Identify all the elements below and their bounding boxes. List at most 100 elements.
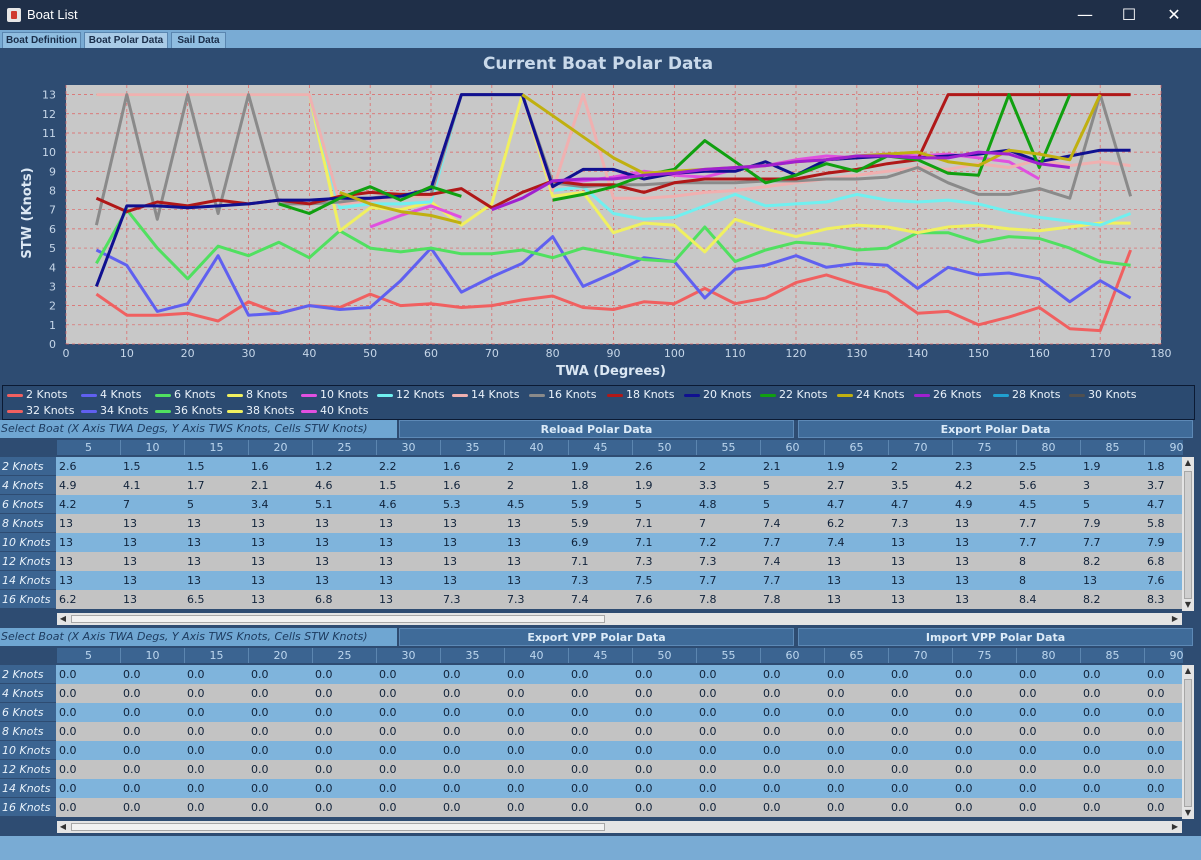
table-cell[interactable]: 0.0 <box>1083 782 1101 795</box>
table-cell[interactable]: 7.3 <box>635 555 653 568</box>
table-cell[interactable]: 0.0 <box>1083 763 1101 776</box>
table-cell[interactable]: 13 <box>187 555 201 568</box>
column-header[interactable]: 55 <box>697 648 761 663</box>
column-header[interactable]: 15 <box>185 440 249 455</box>
table-cell[interactable]: 0.0 <box>571 668 589 681</box>
table-cell[interactable]: 0.0 <box>891 725 909 738</box>
table-cell[interactable]: 0.0 <box>827 725 845 738</box>
table-cell[interactable]: 0.0 <box>507 725 525 738</box>
table-cell[interactable]: 0.0 <box>827 801 845 814</box>
table-cell[interactable]: 0.0 <box>59 668 77 681</box>
table-cell[interactable]: 0.0 <box>187 668 205 681</box>
scrollbar-thumb[interactable] <box>1184 679 1192 807</box>
vpp-table-vertical-scrollbar[interactable]: ▲ ▼ <box>1182 665 1194 819</box>
table-cell[interactable]: 13 <box>1083 574 1097 587</box>
table-cell[interactable]: 5 <box>763 498 770 511</box>
table-cell[interactable]: 13 <box>443 536 457 549</box>
table-cell[interactable]: 2.5 <box>1019 460 1037 473</box>
table-cell[interactable]: 0.0 <box>955 706 973 719</box>
reload-polar-data-button[interactable]: Reload Polar Data <box>399 420 794 438</box>
table-cell[interactable]: 0.0 <box>507 687 525 700</box>
column-header[interactable]: 5 <box>57 648 121 663</box>
table-cell[interactable]: 0.0 <box>635 706 653 719</box>
table-cell[interactable]: 4.9 <box>955 498 973 511</box>
table-cell[interactable]: 7.3 <box>507 593 525 606</box>
table-cell[interactable]: 13 <box>251 574 265 587</box>
table-cell[interactable]: 3.4 <box>251 498 269 511</box>
table-cell[interactable]: 0.0 <box>59 801 77 814</box>
column-header[interactable]: 70 <box>889 440 953 455</box>
table-cell[interactable]: 0.0 <box>763 725 781 738</box>
table-cell[interactable]: 13 <box>251 536 265 549</box>
table-cell[interactable]: 0.0 <box>443 725 461 738</box>
table-cell[interactable]: 8 <box>1019 574 1026 587</box>
table-cell[interactable]: 7.4 <box>571 593 589 606</box>
table-cell[interactable]: 8.2 <box>1083 593 1101 606</box>
table-cell[interactable]: 4.7 <box>891 498 909 511</box>
table-cell[interactable]: 7.7 <box>763 536 781 549</box>
table-cell[interactable]: 5 <box>763 479 770 492</box>
row-header[interactable]: 16 Knots <box>0 590 56 609</box>
table-cell[interactable]: 0.0 <box>379 706 397 719</box>
table-cell[interactable]: 0.0 <box>1083 801 1101 814</box>
table-cell[interactable]: 7.7 <box>699 574 717 587</box>
column-header[interactable]: 75 <box>953 440 1017 455</box>
table-cell[interactable]: 0.0 <box>315 801 333 814</box>
table-cell[interactable]: 0.0 <box>1083 668 1101 681</box>
table-cell[interactable]: 0.0 <box>1083 706 1101 719</box>
table-cell[interactable]: 0.0 <box>123 782 141 795</box>
close-button[interactable]: ✕ <box>1167 5 1181 24</box>
table-cell[interactable]: 0.0 <box>763 706 781 719</box>
table-cell[interactable]: 0.0 <box>891 706 909 719</box>
table-cell[interactable]: 0.0 <box>891 668 909 681</box>
column-header[interactable]: 10 <box>121 440 185 455</box>
table-cell[interactable]: 2.3 <box>955 460 973 473</box>
table-cell[interactable]: 7.7 <box>763 574 781 587</box>
row-header[interactable]: 12 Knots <box>0 552 56 571</box>
scroll-down-arrow-icon[interactable]: ▼ <box>1184 600 1192 609</box>
table-cell[interactable]: 0.0 <box>635 744 653 757</box>
table-cell[interactable]: 0.0 <box>507 782 525 795</box>
row-header[interactable]: 8 Knots <box>0 722 56 741</box>
table-cell[interactable]: 2.2 <box>379 460 397 473</box>
table-cell[interactable]: 0.0 <box>1019 725 1037 738</box>
table-cell[interactable]: 0.0 <box>763 687 781 700</box>
table-cell[interactable]: 1.5 <box>123 460 141 473</box>
row-header[interactable]: 6 Knots <box>0 703 56 722</box>
table-cell[interactable]: 2 <box>507 479 514 492</box>
table-cell[interactable]: 0.0 <box>315 782 333 795</box>
table-cell[interactable]: 13 <box>379 593 393 606</box>
table-cell[interactable]: 13 <box>59 555 73 568</box>
table-cell[interactable]: 0.0 <box>187 782 205 795</box>
table-cell[interactable]: 2 <box>699 460 706 473</box>
table-cell[interactable]: 0.0 <box>891 687 909 700</box>
table-cell[interactable]: 0.0 <box>763 801 781 814</box>
column-header[interactable]: 90 <box>1145 440 1184 455</box>
table-cell[interactable]: 6.8 <box>315 593 333 606</box>
scroll-up-arrow-icon[interactable]: ▲ <box>1184 458 1192 467</box>
table-cell[interactable]: 0.0 <box>571 706 589 719</box>
table-cell[interactable]: 13 <box>379 536 393 549</box>
export-polar-data-button[interactable]: Export Polar Data <box>798 420 1193 438</box>
table-cell[interactable]: 4.7 <box>1147 498 1165 511</box>
export-vpp-polar-data-button[interactable]: Export VPP Polar Data <box>399 628 794 646</box>
table-cell[interactable]: 13 <box>507 517 521 530</box>
column-header[interactable]: 45 <box>569 648 633 663</box>
table-cell[interactable]: 13 <box>827 593 841 606</box>
table-cell[interactable]: 0.0 <box>251 706 269 719</box>
table-cell[interactable]: 0.0 <box>315 668 333 681</box>
table-cell[interactable]: 0.0 <box>443 687 461 700</box>
table-cell[interactable]: 8.4 <box>1019 593 1037 606</box>
table-cell[interactable]: 7.7 <box>1083 536 1101 549</box>
table-cell[interactable]: 0.0 <box>123 744 141 757</box>
table-cell[interactable]: 0.0 <box>379 763 397 776</box>
table-cell[interactable]: 13 <box>379 555 393 568</box>
table-cell[interactable]: 13 <box>891 593 905 606</box>
table-cell[interactable]: 5.3 <box>443 498 461 511</box>
table-cell[interactable]: 13 <box>59 517 73 530</box>
import-vpp-polar-data-button[interactable]: Import VPP Polar Data <box>798 628 1193 646</box>
table-cell[interactable]: 1.8 <box>571 479 589 492</box>
table-cell[interactable]: 7.6 <box>1147 574 1165 587</box>
table-cell[interactable]: 13 <box>443 517 457 530</box>
table-cell[interactable]: 6.9 <box>571 536 589 549</box>
